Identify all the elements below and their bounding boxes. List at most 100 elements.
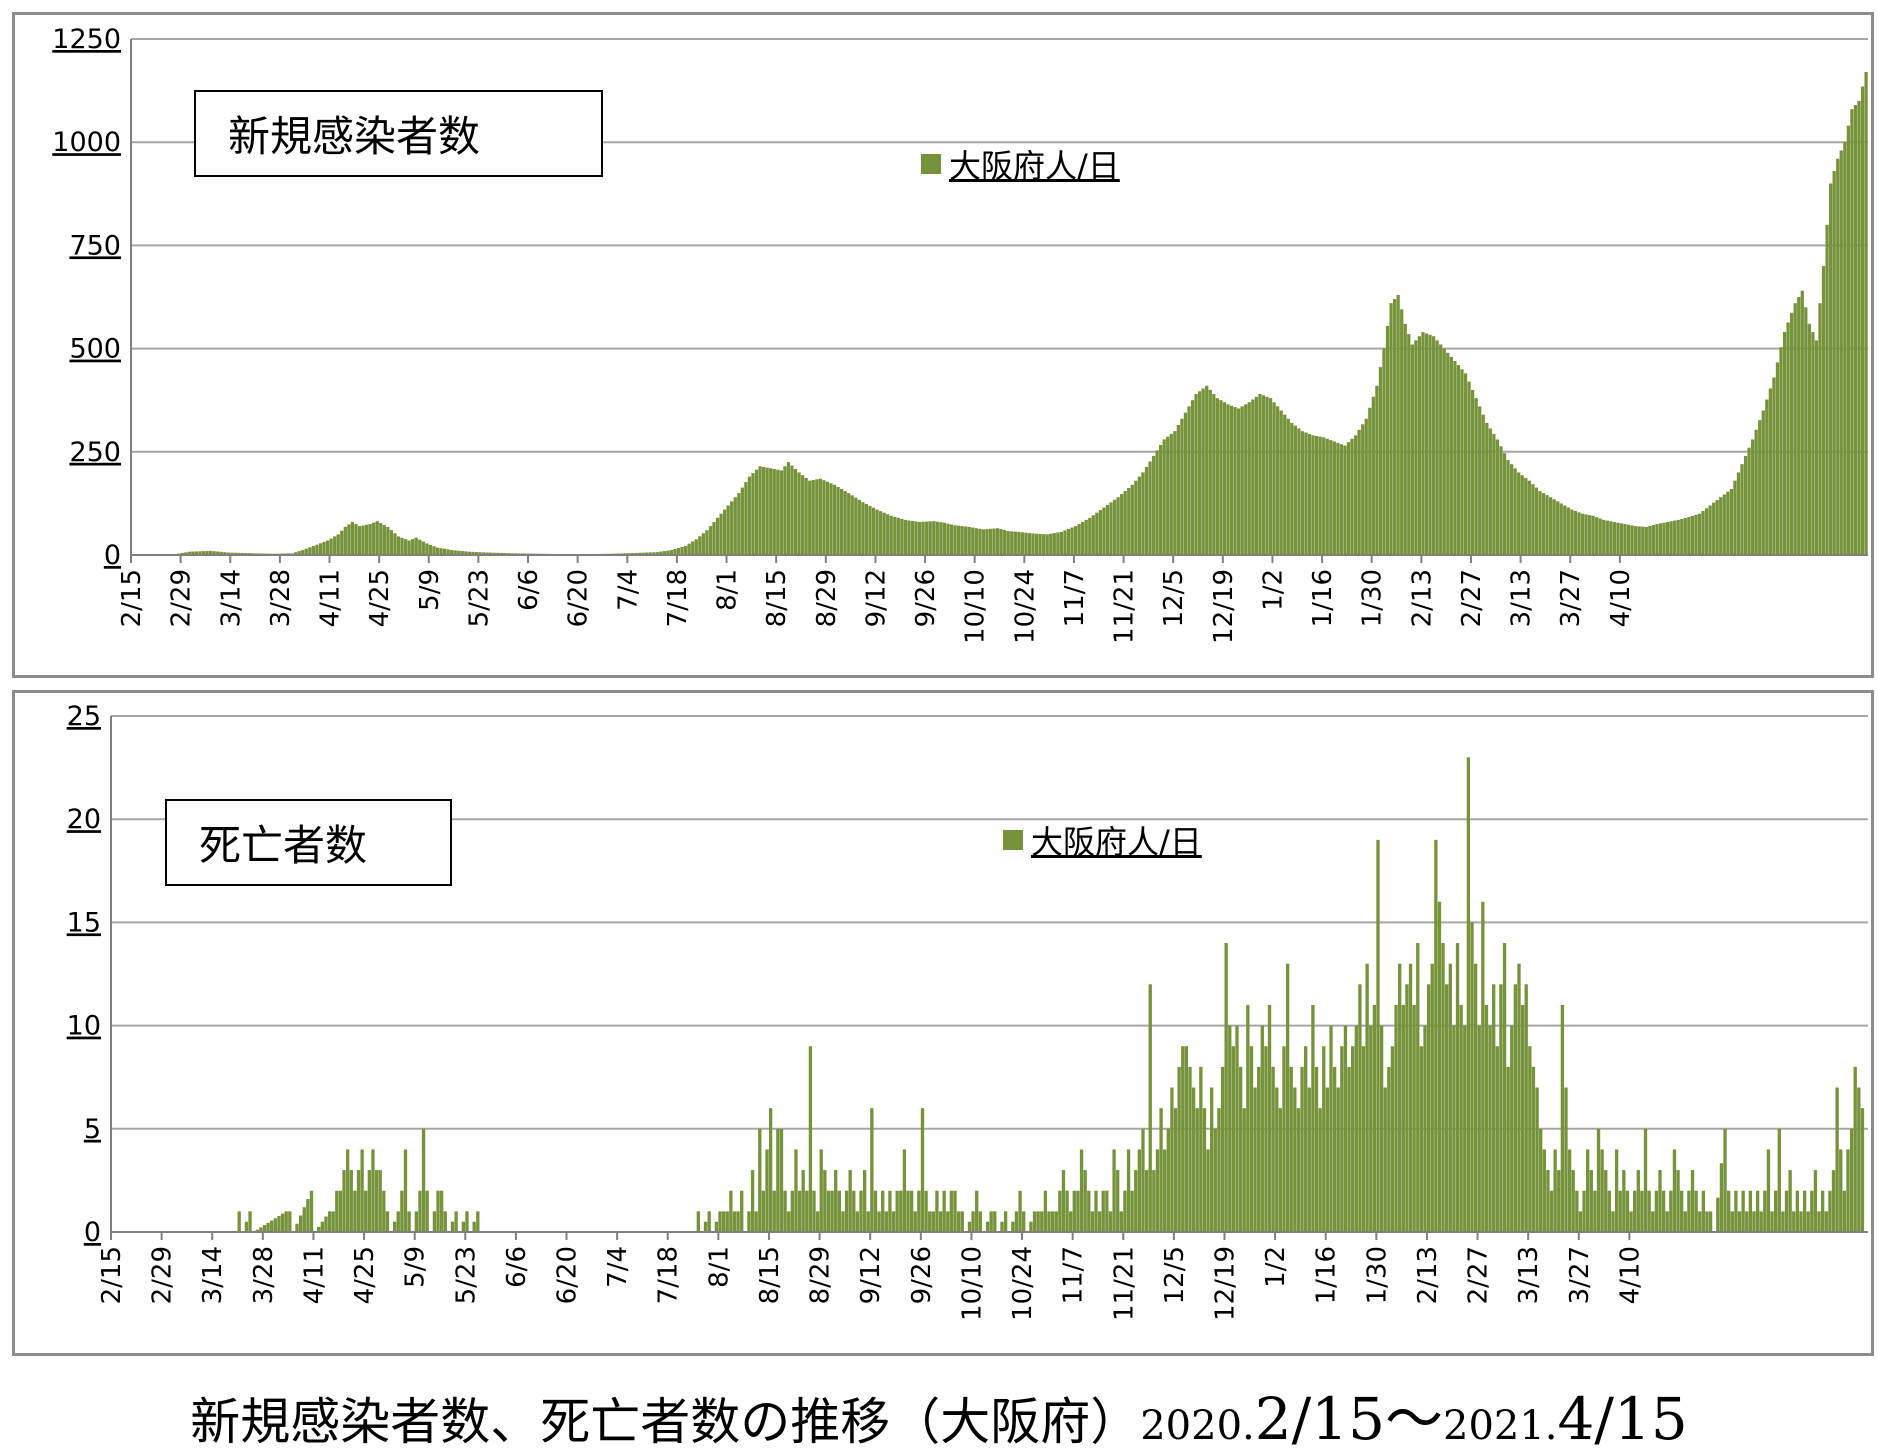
deaths-bar xyxy=(975,1191,978,1232)
deaths-bar xyxy=(1496,1046,1499,1232)
new-cases-bar xyxy=(1822,266,1825,555)
new-cases-x-tick-label: 12/19 xyxy=(1209,569,1239,644)
deaths-bar xyxy=(382,1191,385,1232)
deaths-bar xyxy=(820,1149,823,1232)
deaths-x-tick-label: 7/18 xyxy=(654,1246,684,1304)
deaths-bar xyxy=(1355,1026,1358,1232)
new-cases-bar xyxy=(1765,400,1768,555)
new-cases-bar xyxy=(865,504,868,555)
new-cases-chart-title: 新規感染者数 xyxy=(194,90,603,177)
new-cases-bar xyxy=(1340,444,1343,555)
new-cases-bar xyxy=(1173,431,1176,555)
new-cases-bar xyxy=(1386,326,1389,555)
new-cases-bar xyxy=(1024,533,1027,555)
new-cases-bar xyxy=(1361,424,1364,555)
caption-prefix: 新規感染者数、死亡者数の推移（大阪府） xyxy=(190,1393,1140,1451)
new-cases-bar xyxy=(1630,525,1633,555)
new-cases-bar xyxy=(1202,389,1205,556)
deaths-x-tick-label: 2/29 xyxy=(148,1246,178,1304)
new-cases-bar xyxy=(344,527,347,555)
deaths-bar xyxy=(454,1211,457,1232)
deaths-bar xyxy=(722,1211,725,1232)
deaths-bar xyxy=(1705,1211,1708,1232)
new-cases-x-tick-label: 1/16 xyxy=(1308,569,1338,627)
new-cases-bar xyxy=(968,527,971,555)
new-cases-bar xyxy=(1404,324,1407,555)
new-cases-bar xyxy=(1553,499,1556,555)
deaths-bar xyxy=(1311,1005,1314,1232)
deaths-bar xyxy=(1666,1211,1669,1232)
new-cases-bar xyxy=(1255,397,1258,555)
deaths-bar xyxy=(961,1211,964,1232)
new-cases-bar xyxy=(1857,101,1860,555)
deaths-bar xyxy=(874,1191,877,1232)
new-cases-bar xyxy=(851,495,854,555)
deaths-bar xyxy=(1181,1046,1184,1232)
new-cases-bar xyxy=(904,520,907,555)
new-cases-bar xyxy=(1163,439,1166,555)
new-cases-bar xyxy=(875,510,878,555)
new-cases-bar xyxy=(1067,529,1070,555)
new-cases-bar xyxy=(1294,426,1297,555)
deaths-bar xyxy=(1593,1191,1596,1232)
deaths-bar xyxy=(773,1191,776,1232)
deaths-bar xyxy=(1112,1149,1115,1232)
new-cases-bar xyxy=(1287,419,1290,555)
new-cases-y-tick-label: 1000 xyxy=(52,127,121,158)
deaths-x-tick-label: 1/30 xyxy=(1362,1246,1392,1304)
new-cases-bar xyxy=(797,472,800,555)
deaths-bar xyxy=(1651,1211,1654,1232)
new-cases-bar xyxy=(900,519,903,555)
deaths-bar xyxy=(697,1211,700,1232)
deaths-bar xyxy=(718,1211,721,1232)
deaths-bar xyxy=(1196,1108,1199,1232)
new-cases-bar xyxy=(1329,440,1332,555)
new-cases-bar xyxy=(1085,520,1088,555)
deaths-x-tick-label: 4/10 xyxy=(1615,1246,1645,1304)
deaths-bar xyxy=(1029,1222,1032,1232)
deaths-bar xyxy=(1243,1108,1246,1232)
deaths-bar xyxy=(1290,1067,1293,1232)
deaths-bar xyxy=(436,1191,439,1232)
new-cases-bar xyxy=(1549,497,1552,555)
new-cases-bar xyxy=(1687,517,1690,555)
new-cases-legend-label: 大阪府人/日 xyxy=(949,141,1120,187)
new-cases-bar xyxy=(365,525,368,555)
deaths-y-tick-label: 15 xyxy=(67,907,101,938)
deaths-bar xyxy=(1257,1067,1260,1232)
deaths-bar xyxy=(1405,984,1408,1232)
deaths-bar xyxy=(1246,1005,1249,1232)
deaths-bar xyxy=(990,1211,993,1232)
deaths-bar xyxy=(1503,943,1506,1232)
new-cases-bar xyxy=(1659,523,1662,555)
caption-year-end: 2021. xyxy=(1443,1403,1558,1449)
new-cases-bar xyxy=(1436,340,1439,555)
new-cases-bar xyxy=(783,466,786,555)
deaths-bar xyxy=(921,1108,924,1232)
new-cases-bar xyxy=(397,536,400,555)
deaths-bar xyxy=(238,1211,241,1232)
deaths-bar xyxy=(1333,1067,1336,1232)
deaths-bar xyxy=(1709,1211,1712,1232)
deaths-bar xyxy=(1073,1191,1076,1232)
new-cases-bar xyxy=(1258,394,1261,555)
new-cases-bar xyxy=(936,522,939,555)
deaths-bar xyxy=(1282,1046,1285,1232)
deaths-bar xyxy=(1702,1191,1705,1232)
deaths-bar xyxy=(1015,1211,1018,1232)
deaths-x-tick-label: 5/23 xyxy=(451,1246,481,1304)
deaths-bar xyxy=(1644,1129,1647,1232)
deaths-bar xyxy=(1127,1149,1130,1232)
deaths-bar xyxy=(816,1211,819,1232)
new-cases-bar xyxy=(982,529,985,555)
new-cases-bar xyxy=(751,473,754,555)
new-cases-bar xyxy=(1311,435,1314,555)
deaths-bar xyxy=(1315,1067,1318,1232)
new-cases-bar xyxy=(1184,413,1187,555)
deaths-bar xyxy=(1557,1170,1560,1232)
new-cases-bar xyxy=(748,477,751,555)
deaths-x-tick-label: 9/12 xyxy=(856,1246,886,1304)
new-cases-bar xyxy=(1524,478,1527,555)
deaths-bar xyxy=(360,1149,363,1232)
new-cases-bar xyxy=(1365,419,1368,555)
